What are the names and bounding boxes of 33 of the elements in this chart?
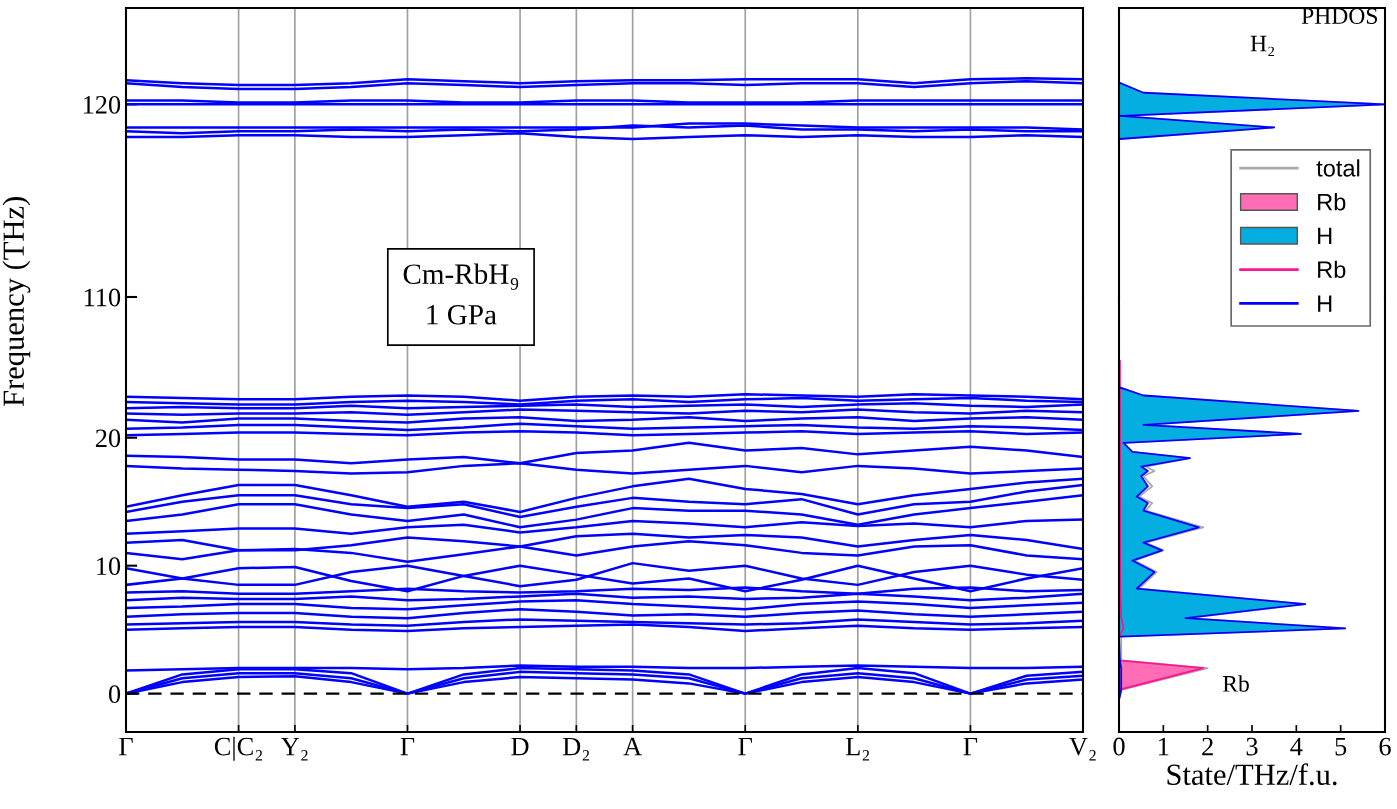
x-tick-label: 6 bbox=[1379, 737, 1391, 756]
legend-label: H bbox=[1318, 227, 1332, 245]
x-tick-label: 5 bbox=[1335, 737, 1347, 756]
x-tick-label: 2 bbox=[1202, 737, 1213, 756]
legend-label: total bbox=[1316, 159, 1360, 177]
x-tick-label: 0 bbox=[1113, 737, 1125, 756]
x-tick-label: C|C₂ bbox=[214, 736, 262, 761]
x-tick-label: 4 bbox=[1290, 737, 1303, 756]
legend-label: Rb bbox=[1318, 260, 1346, 279]
annotation: Cm-RbH₉ 1 GPa bbox=[403, 263, 519, 325]
x-tick-label: Γ bbox=[963, 737, 978, 756]
x-tick-label: D bbox=[511, 737, 529, 756]
x-axis-title: State/THz/f.u. bbox=[1167, 763, 1337, 786]
x-tick-label: V₂ bbox=[1069, 737, 1096, 761]
y-tick-label: 10 bbox=[97, 557, 121, 576]
x-tick-label: D₂ bbox=[562, 737, 590, 761]
y-tick-label: 110 bbox=[84, 288, 121, 307]
x-tick-label: 1 bbox=[1159, 737, 1169, 756]
annotation: Rb bbox=[1222, 675, 1249, 692]
annotation: H₂ bbox=[1250, 35, 1274, 57]
y-tick-label: 20 bbox=[95, 429, 121, 448]
x-tick-label: 3 bbox=[1246, 737, 1258, 756]
x-tick-label: Γ bbox=[119, 737, 133, 756]
x-tick-label: Γ bbox=[400, 737, 415, 756]
y-tick-label: 120 bbox=[83, 95, 121, 114]
legend-label: H bbox=[1318, 295, 1332, 312]
y-axis-title: Frequency (THz) bbox=[2, 197, 31, 407]
y-tick-label: 0 bbox=[108, 685, 121, 704]
x-tick-label: A bbox=[623, 737, 642, 756]
x-tick-label: L₂ bbox=[845, 737, 870, 761]
x-tick-label: Γ bbox=[738, 737, 753, 756]
x-tick-label: Y₂ bbox=[281, 737, 308, 761]
legend-label: Rb bbox=[1318, 193, 1346, 211]
